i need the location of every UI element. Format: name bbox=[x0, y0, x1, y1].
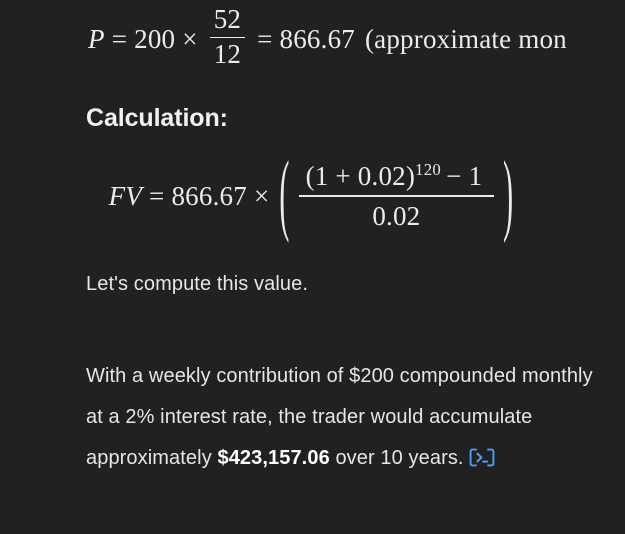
fv-numerator-exponent: 120 bbox=[415, 160, 442, 179]
equation-monthly-result: 866.67 bbox=[279, 23, 355, 54]
equation-fv-symbol: FV bbox=[108, 180, 143, 211]
equation-fv-fraction: (1 + 0.02)120− 1 0.02 bbox=[298, 160, 495, 232]
compute-prompt-text: Let's compute this value. bbox=[86, 273, 308, 295]
fraction-numerator: 52 bbox=[213, 4, 242, 34]
fv-numerator-base: (1 + 0.02) bbox=[305, 161, 416, 191]
equation-future-value: FV = 866.67 × ( (1 + 0.02)120− 1 0.02 ) bbox=[108, 144, 517, 245]
equation-monthly-trailing-text: (approximate mon bbox=[364, 23, 567, 54]
calculation-heading: Calculation: bbox=[86, 104, 228, 132]
equation-monthly-fraction: 52 12 bbox=[209, 4, 246, 70]
summary-text-leading: With a weekly contribution of $200 compo… bbox=[86, 365, 593, 469]
equation-monthly-contribution: P = 200 × 52 12 = 866.67 (approximate mo… bbox=[88, 4, 567, 71]
equation-fv-close-paren: ) bbox=[503, 144, 514, 245]
fraction-denominator: 12 bbox=[213, 39, 242, 70]
equation-monthly-symbol: P bbox=[88, 23, 105, 54]
equation-monthly-principal: 200 bbox=[134, 23, 176, 54]
equation-fv-monthly-amount: 866.67 bbox=[171, 180, 247, 211]
fv-fraction-bar bbox=[298, 195, 495, 198]
terminal-icon[interactable] bbox=[469, 441, 495, 482]
equation-monthly-equals-2: = bbox=[257, 23, 273, 54]
summary-total-amount: $423,157.06 bbox=[217, 447, 330, 469]
equation-fv-times: × bbox=[253, 180, 270, 211]
summary-paragraph: With a weekly contribution of $200 compo… bbox=[86, 356, 614, 482]
summary-text-trailing: over 10 years. bbox=[329, 447, 464, 469]
equation-fv-open-paren: ( bbox=[279, 144, 290, 245]
equation-future-value-container: FV = 866.67 × ( (1 + 0.02)120− 1 0.02 ) bbox=[0, 144, 625, 245]
fv-fraction-numerator: (1 + 0.02)120− 1 bbox=[299, 160, 495, 191]
equation-monthly-equals-1: = bbox=[111, 23, 128, 54]
fraction-bar bbox=[209, 36, 246, 39]
fv-numerator-tail: − 1 bbox=[446, 161, 483, 191]
equation-monthly-times: × bbox=[182, 23, 198, 54]
fv-fraction-denominator: 0.02 bbox=[372, 201, 421, 232]
equation-fv-equals: = bbox=[149, 180, 165, 211]
